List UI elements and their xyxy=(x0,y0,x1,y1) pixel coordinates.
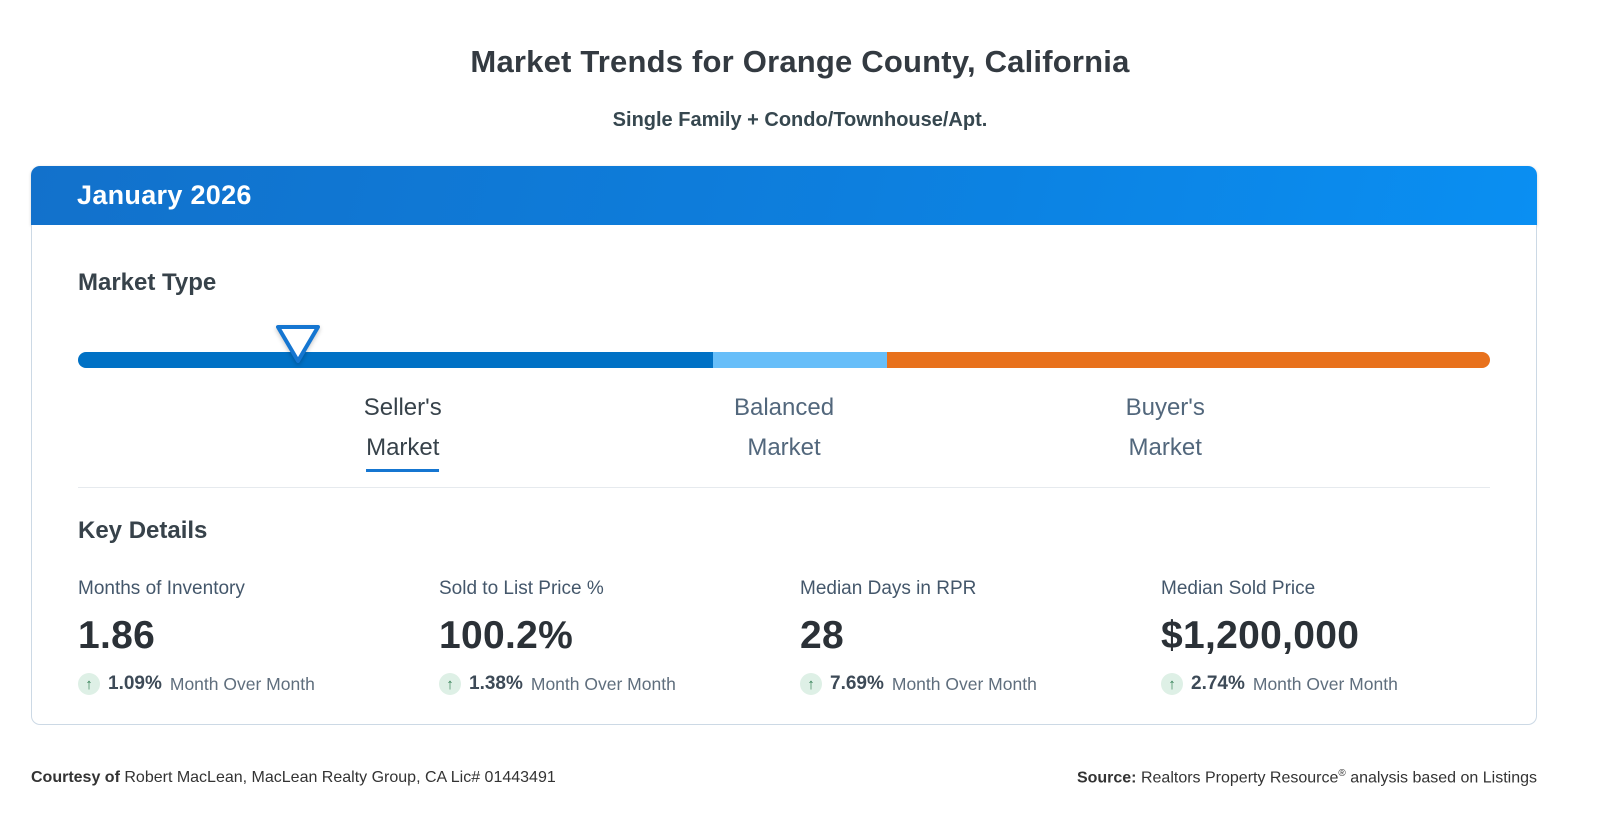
key-details-metrics: Months of Inventory 1.86 ↑ 1.09% Month O… xyxy=(78,578,1490,695)
change-period-label: Month Over Month xyxy=(530,673,676,694)
metric-change: ↑ 1.09% Month Over Month xyxy=(78,673,439,695)
change-period-label: Month Over Month xyxy=(169,673,315,694)
registered-mark: ® xyxy=(1338,768,1346,779)
page-title: Market Trends for Orange County, Califor… xyxy=(470,44,1130,79)
gauge-marker-triangle-icon xyxy=(276,325,321,363)
up-arrow-icon: ↑ xyxy=(439,673,461,695)
up-arrow-icon: ↑ xyxy=(800,673,822,695)
up-arrow-icon: ↑ xyxy=(78,673,100,695)
gauge-segment-balanced xyxy=(713,352,888,368)
metric-label: Months of Inventory xyxy=(78,578,245,599)
metric-value: $1,200,000 xyxy=(1161,614,1360,657)
section-divider xyxy=(78,487,1490,488)
metric-months-of-inventory: Months of Inventory 1.86 ↑ 1.09% Month O… xyxy=(78,578,439,695)
market-type-gauge xyxy=(78,325,1490,368)
label-balanced-line2: Market xyxy=(747,434,821,461)
gauge-labels-row: Seller's Market Balanced Market Buyer's … xyxy=(78,388,1490,480)
change-period-label: Month Over Month xyxy=(1252,673,1398,694)
metric-median-days-in-rpr: Median Days in RPR 28 ↑ 7.69% Month Over… xyxy=(800,578,1161,695)
change-period-label: Month Over Month xyxy=(891,673,1037,694)
gauge-bar xyxy=(78,352,1490,368)
page-subtitle: Single Family + Condo/Townhouse/Apt. xyxy=(612,109,988,131)
metric-label: Sold to List Price % xyxy=(439,578,604,599)
label-buyers-line2: Market xyxy=(1128,434,1202,461)
label-balanced-market: Balanced Market xyxy=(734,388,834,468)
metric-change: ↑ 1.38% Month Over Month xyxy=(439,673,800,695)
footer: Courtesy of Robert MacLean, MacLean Real… xyxy=(31,768,1537,787)
metric-median-sold-price: Median Sold Price $1,200,000 ↑ 2.74% Mon… xyxy=(1161,578,1490,695)
gauge-segment-buyers xyxy=(887,352,1490,368)
label-sellers-market: Seller's Market xyxy=(364,388,442,472)
label-sellers-line2: Market xyxy=(366,432,440,472)
source-text: Realtors Property Resource xyxy=(1140,769,1339,787)
label-sellers-line1: Seller's xyxy=(363,394,442,421)
change-percent: 2.74% xyxy=(1191,673,1245,694)
metric-label: Median Sold Price xyxy=(1161,578,1316,599)
label-balanced-line1: Balanced xyxy=(733,394,835,421)
change-percent: 1.09% xyxy=(108,673,162,694)
label-buyers-line1: Buyer's xyxy=(1125,394,1205,421)
metric-change: ↑ 7.69% Month Over Month xyxy=(800,673,1161,695)
card-header: January 2026 xyxy=(31,166,1537,225)
courtesy-text: Robert MacLean, MacLean Realty Group, CA… xyxy=(124,769,556,787)
gauge-segment-sellers xyxy=(78,352,714,368)
source-line: Source: Realtors Property Resource® anal… xyxy=(1077,768,1537,787)
up-arrow-icon: ↑ xyxy=(1161,673,1183,695)
metric-value: 100.2% xyxy=(439,614,574,657)
source-label: Source: xyxy=(1076,769,1137,787)
change-percent: 1.38% xyxy=(469,673,523,694)
metric-value: 28 xyxy=(800,614,844,657)
metric-value: 1.86 xyxy=(78,614,156,657)
card-body: Market Type Seller's Market Balanced Mar… xyxy=(31,225,1537,725)
label-buyers-market: Buyer's Market xyxy=(1126,388,1205,468)
metric-change: ↑ 2.74% Month Over Month xyxy=(1161,673,1490,695)
change-percent: 7.69% xyxy=(830,673,884,694)
month-label: January 2026 xyxy=(77,180,252,210)
metric-label: Median Days in RPR xyxy=(800,578,977,599)
market-type-section-title: Market Type xyxy=(78,269,217,296)
metric-sold-to-list-price: Sold to List Price % 100.2% ↑ 1.38% Mont… xyxy=(439,578,800,695)
source-text-suffix: analysis based on Listings xyxy=(1350,769,1537,787)
courtesy-line: Courtesy of Robert MacLean, MacLean Real… xyxy=(31,769,556,787)
market-trends-card: January 2026 Market Type Seller's Market… xyxy=(31,166,1537,725)
key-details-section-title: Key Details xyxy=(78,517,208,544)
courtesy-label: Courtesy of xyxy=(31,769,120,787)
